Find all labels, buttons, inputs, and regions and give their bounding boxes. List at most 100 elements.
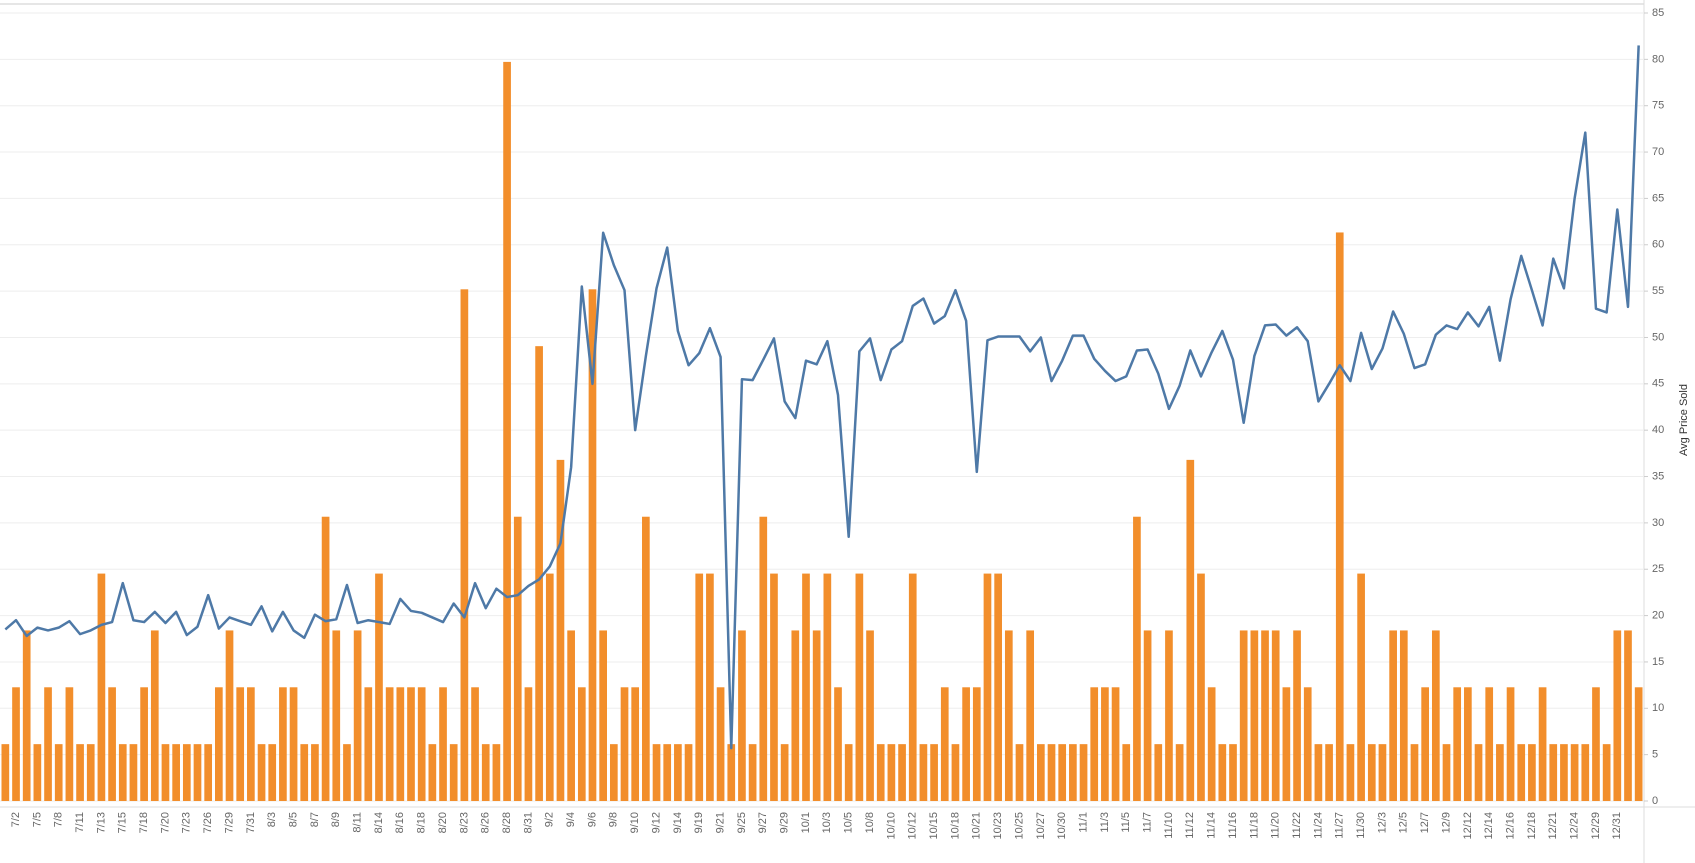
x-tick-label: 10/3 [821,812,833,833]
y2-tick-label: 60 [1652,239,1664,251]
bar [22,630,31,801]
bar [706,573,714,801]
bar [332,630,341,801]
bar [289,687,298,801]
x-tick-label: 8/3 [266,812,278,827]
x-tick-label: 12/21 [1547,812,1559,840]
bar [236,687,245,801]
bar [545,573,554,801]
bar [908,573,917,801]
bar [396,687,405,801]
y2-tick-label: 40 [1652,424,1664,436]
x-tick-label: 9/12 [650,812,662,833]
bar [1175,744,1184,801]
x-tick-label: 8/14 [373,812,385,833]
y2-axis-label: Avg Price Sold [1678,384,1690,456]
bar [1250,630,1259,801]
bar [97,573,106,801]
bar [1026,630,1035,801]
bar [972,687,981,801]
bar [1560,744,1568,801]
bar [193,744,202,801]
x-tick-label: 11/24 [1312,812,1324,839]
x-tick-label: 12/29 [1590,812,1602,840]
bar [343,744,351,801]
bar [642,516,650,801]
x-tick-label: 8/26 [480,812,492,833]
bar [140,687,148,801]
bar [1581,744,1590,801]
bar [1410,744,1419,801]
bar [1090,687,1099,801]
bar [535,346,543,801]
bar [1399,630,1408,801]
x-tick-label: 11/7 [1142,812,1154,833]
bar [631,687,640,801]
x-tick-label: 10/30 [1056,812,1068,840]
bar [1229,744,1237,801]
bar [76,744,84,801]
y2-tick-label: 45 [1652,378,1664,390]
x-tick-label: 9/25 [736,812,748,833]
bar [279,687,287,801]
x-tick-label: 9/19 [693,812,705,833]
x-tick-label: 8/16 [394,812,406,833]
bar [727,744,736,801]
x-tick-label: 11/27 [1334,812,1346,839]
x-tick-label: 10/15 [928,812,940,840]
bar [1378,744,1387,801]
bar [1037,744,1045,801]
x-tick-label: 7/8 [53,812,65,827]
bar [1101,687,1109,801]
bar [748,744,757,801]
bar [1346,744,1355,801]
bar [1207,687,1216,801]
bar [588,289,597,801]
bar [620,687,629,801]
x-tick-label: 7/5 [31,812,43,827]
x-tick-label: 11/3 [1099,812,1111,833]
x-tick-label: 9/6 [586,812,598,827]
bar [150,630,159,801]
bar [1570,744,1579,801]
bar [1496,744,1504,801]
bar [716,687,725,801]
bar [268,744,277,801]
bar [1314,744,1323,801]
bar [364,687,373,801]
bar [1538,687,1547,801]
bar [1069,744,1077,801]
x-tick-label: 12/16 [1504,812,1516,840]
bar [599,630,607,801]
x-tick-label: 8/28 [501,812,513,833]
bar [1613,630,1622,801]
x-tick-label: 11/12 [1184,812,1196,839]
x-tick-label: 10/12 [907,812,919,840]
bar [460,289,469,801]
bar [898,744,906,801]
bar [951,744,960,801]
bar [1111,687,1120,801]
x-tick-label: 10/21 [971,812,983,840]
bar [428,744,437,801]
bar [204,744,213,801]
bar [759,516,768,801]
bar [876,744,885,801]
bar [1004,630,1013,801]
bar [919,744,928,801]
bar [1485,687,1494,801]
bar [300,744,309,801]
x-tick-label: 8/9 [330,812,342,827]
bar [481,744,490,801]
bar [86,744,95,801]
x-tick-label: 7/18 [138,812,150,833]
bar [129,744,138,801]
bar [65,687,74,801]
bar [1528,744,1536,801]
y2-tick-label: 0 [1652,795,1658,807]
x-tick-label: 11/22 [1291,812,1303,839]
bar [1165,630,1173,801]
bar [321,516,330,801]
bar [1293,630,1301,801]
y2-tick-label: 30 [1652,517,1664,529]
